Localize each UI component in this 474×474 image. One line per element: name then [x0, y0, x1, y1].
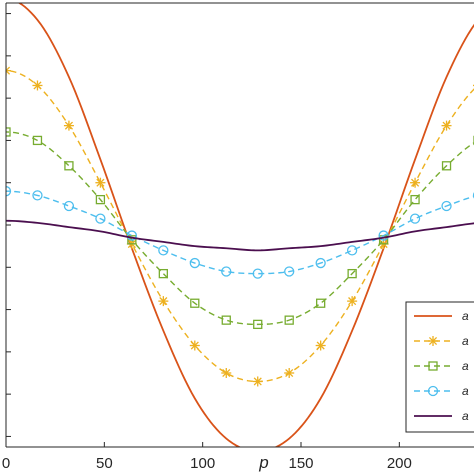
x-axis-label: p — [258, 453, 268, 472]
x-tick-label: 0 — [2, 455, 10, 472]
series-3-marker — [190, 298, 200, 308]
series-2-marker — [441, 120, 452, 131]
series-4-marker — [441, 200, 452, 212]
series-4-marker — [95, 213, 106, 224]
series-4-marker — [315, 257, 326, 269]
legend-swatch-marker — [428, 361, 438, 371]
series-4-marker — [346, 245, 358, 256]
series-2-marker — [315, 340, 326, 351]
plot-area — [6, 3, 474, 447]
series-3-marker — [253, 319, 263, 330]
series-3-marker — [64, 161, 74, 171]
legend-swatch-marker — [427, 385, 439, 397]
series-2-marker — [221, 368, 232, 378]
legend-box — [405, 301, 474, 433]
legend-swatch-marker — [428, 336, 438, 346]
series-4-marker — [378, 230, 389, 241]
series-5-line — [6, 219, 474, 252]
series-3-marker — [6, 127, 11, 137]
ticks-layer: 0 50 100 150 200 — [2, 13, 412, 472]
series-2-marker — [189, 340, 200, 351]
series-4-marker — [252, 268, 263, 279]
series-4-marker — [126, 230, 138, 241]
series-3-line — [6, 131, 474, 326]
series-2-marker — [95, 177, 106, 188]
series-4-marker — [221, 266, 232, 277]
series-2-marker — [252, 376, 263, 387]
series-3-marker — [410, 194, 420, 205]
series-4-marker — [63, 200, 75, 212]
series-3-marker — [32, 135, 43, 146]
series-3-marker — [158, 268, 168, 279]
series-2-marker — [32, 80, 43, 91]
series-3-marker — [441, 161, 452, 171]
series-4-marker — [409, 213, 421, 224]
legend-label: a — [462, 384, 469, 398]
series-4-line — [6, 190, 474, 275]
x-tick-label: 150 — [288, 455, 313, 472]
series-1 — [17, 3, 474, 447]
series-3-marker — [95, 194, 106, 205]
series-2-line — [6, 69, 474, 383]
legend-label: a — [462, 409, 469, 423]
x-tick-label: 100 — [190, 455, 215, 472]
series-2-marker — [158, 296, 169, 307]
series-1-line — [17, 3, 474, 447]
series-2-marker — [347, 296, 358, 307]
series-2-marker — [410, 177, 421, 188]
series-2-marker — [63, 120, 74, 131]
series-4-marker — [32, 190, 43, 201]
series-4 — [6, 186, 474, 279]
series-5 — [6, 219, 474, 252]
series-4-marker — [158, 245, 169, 256]
legend-item: a — [414, 384, 469, 398]
series-layer — [6, 3, 474, 447]
series-3-marker — [221, 315, 231, 325]
series-4-marker — [189, 257, 200, 269]
x-tick-label: 200 — [387, 455, 412, 472]
series-4-marker — [284, 266, 295, 277]
legend-item: a — [414, 359, 469, 373]
series-3-marker — [316, 298, 326, 308]
series-2-marker — [284, 368, 295, 378]
legend-label: a — [462, 334, 469, 348]
legend-item: a — [414, 309, 469, 323]
legend-item: a — [414, 334, 469, 348]
legend-label: a — [462, 309, 469, 323]
series-3-marker — [127, 235, 137, 245]
x-tick-label: 50 — [96, 455, 113, 472]
series-4-marker — [6, 186, 12, 197]
series-3 — [6, 127, 474, 330]
legend-label: a — [462, 359, 469, 373]
series-3-marker — [347, 268, 357, 279]
series-3-marker — [284, 315, 294, 325]
legend-item: a — [414, 409, 469, 423]
